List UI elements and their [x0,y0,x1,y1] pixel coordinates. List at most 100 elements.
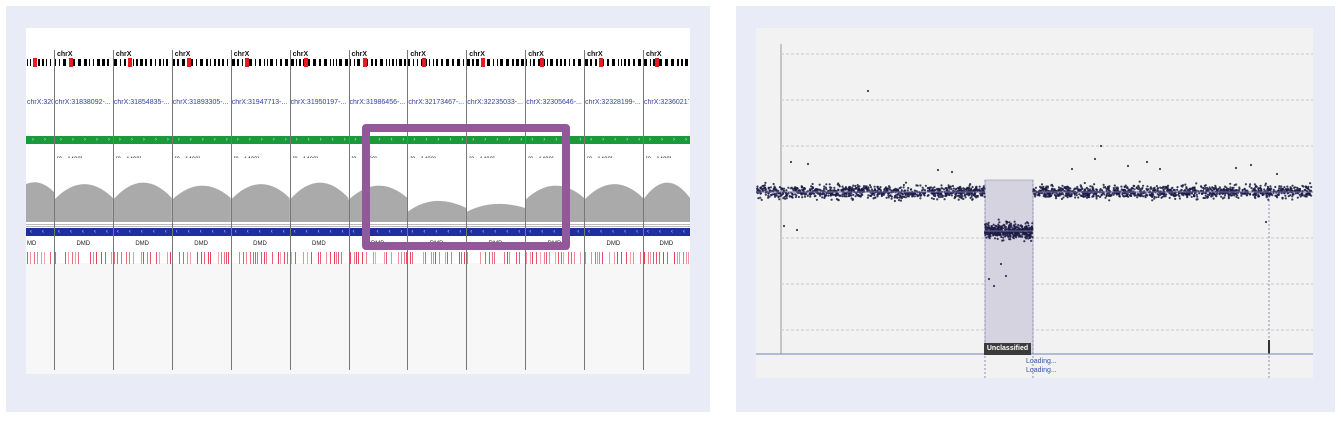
chromosome-label: chrX [646,51,662,58]
strand-arrow: ‹ [482,229,485,235]
locus-label[interactable]: chrX:31893305-... [172,99,229,106]
data-point [838,194,841,197]
chromosome-label: chrX [115,51,132,58]
data-point [1025,235,1028,239]
igv-track-view[interactable]: chrX chrX chrX chrX chrX chrX chrX chrX chrX chrX… [26,28,690,374]
data-point [767,186,770,189]
data-point [1225,186,1228,189]
gene-label: DMD [253,241,267,247]
copy-number-panel: Unclassified Loading... Loading... [736,6,1335,412]
strand-arrow: ‹ [671,229,673,235]
data-point [1120,185,1123,188]
data-point [901,193,904,196]
data-point [1165,193,1168,196]
segment-badge[interactable]: Unclassified [984,343,1031,355]
strand-arrow: ‹ [518,229,521,235]
data-point [817,192,820,195]
data-point [797,195,800,199]
data-point [1065,186,1068,189]
strand-arrow: ‹ [187,229,190,235]
locus-label[interactable]: chrX:32173467-... [408,99,465,106]
data-point [809,195,812,198]
locus-label[interactable]: chrX:31947713-... [231,99,288,106]
data-point [1118,195,1121,198]
data-point [950,188,953,191]
locus-label[interactable]: chrX:32328199-... [585,99,641,106]
data-point [1093,157,1097,161]
data-point [887,196,890,199]
data-point [1146,194,1149,197]
data-point [1155,196,1158,199]
locus-label[interactable]: chrX:32235033-... [467,99,523,106]
data-point [1223,194,1227,197]
data-point [1142,192,1145,195]
strand-arrow: › [685,137,687,143]
data-point [1298,187,1302,191]
data-point [1310,185,1313,189]
locus-label[interactable]: chrX:31986456-... [349,99,406,106]
data-point [803,195,807,198]
locus-label[interactable]: chrX:32077-... [27,99,53,106]
data-point [1308,193,1311,196]
data-point [871,192,874,195]
data-point [1021,235,1024,238]
data-point [1160,192,1163,196]
data-point [1227,192,1230,195]
data-point [1082,195,1085,198]
data-point [971,192,974,195]
data-point [1240,192,1243,195]
data-point [1163,193,1166,196]
data-point [1132,184,1135,187]
data-point [873,188,877,191]
strand-arrow: › [555,137,558,143]
panel-divider [112,50,114,370]
data-point [824,186,827,189]
data-point [1044,187,1048,190]
data-point [1223,196,1226,199]
locus-label[interactable]: chrX:31854835-... [113,99,170,106]
locus-label[interactable]: chrX:32305646-... [526,99,582,106]
data-point [970,195,973,198]
data-point [777,189,780,192]
data-point [764,193,767,196]
data-point [882,193,886,196]
data-point [934,194,937,198]
data-point [1105,192,1109,196]
data-point [850,194,853,197]
data-point [939,189,942,192]
data-point [1173,189,1176,192]
strand-arrow: › [319,137,322,143]
strand-arrow: ‹ [329,229,332,235]
strand-arrow: › [142,137,145,143]
locus-label[interactable]: chrX:31950197-... [290,99,347,106]
strand-arrow: ‹ [612,229,615,235]
locus-label[interactable]: chrX:32360217 [644,99,689,106]
locus-label[interactable]: chrX:31838092-... [55,99,111,106]
data-point [1038,194,1041,197]
strand-arrow: › [236,137,239,143]
copy-number-scatter-plot[interactable]: Unclassified Loading... Loading... [756,28,1313,378]
data-point [883,187,886,190]
data-point [1282,188,1285,191]
data-point [837,188,840,192]
data-point [1277,193,1280,197]
strand-arrow: › [307,137,310,143]
strand-arrow: › [425,137,428,143]
data-point [1085,193,1089,196]
data-point [1241,192,1245,195]
strand-arrow: › [60,137,62,143]
data-point [897,189,900,192]
data-point [852,193,855,196]
strand-arrow: ‹ [42,229,44,235]
data-point [1050,188,1053,191]
strand-arrow: ‹ [447,229,450,235]
data-point [1136,196,1139,199]
data-point [924,184,927,187]
data-point [1120,188,1123,191]
strand-arrow: ‹ [341,229,344,235]
data-point [851,189,854,192]
ideogram [349,58,408,67]
data-point [1078,193,1081,196]
data-point [1186,188,1189,191]
data-point [1018,234,1021,237]
